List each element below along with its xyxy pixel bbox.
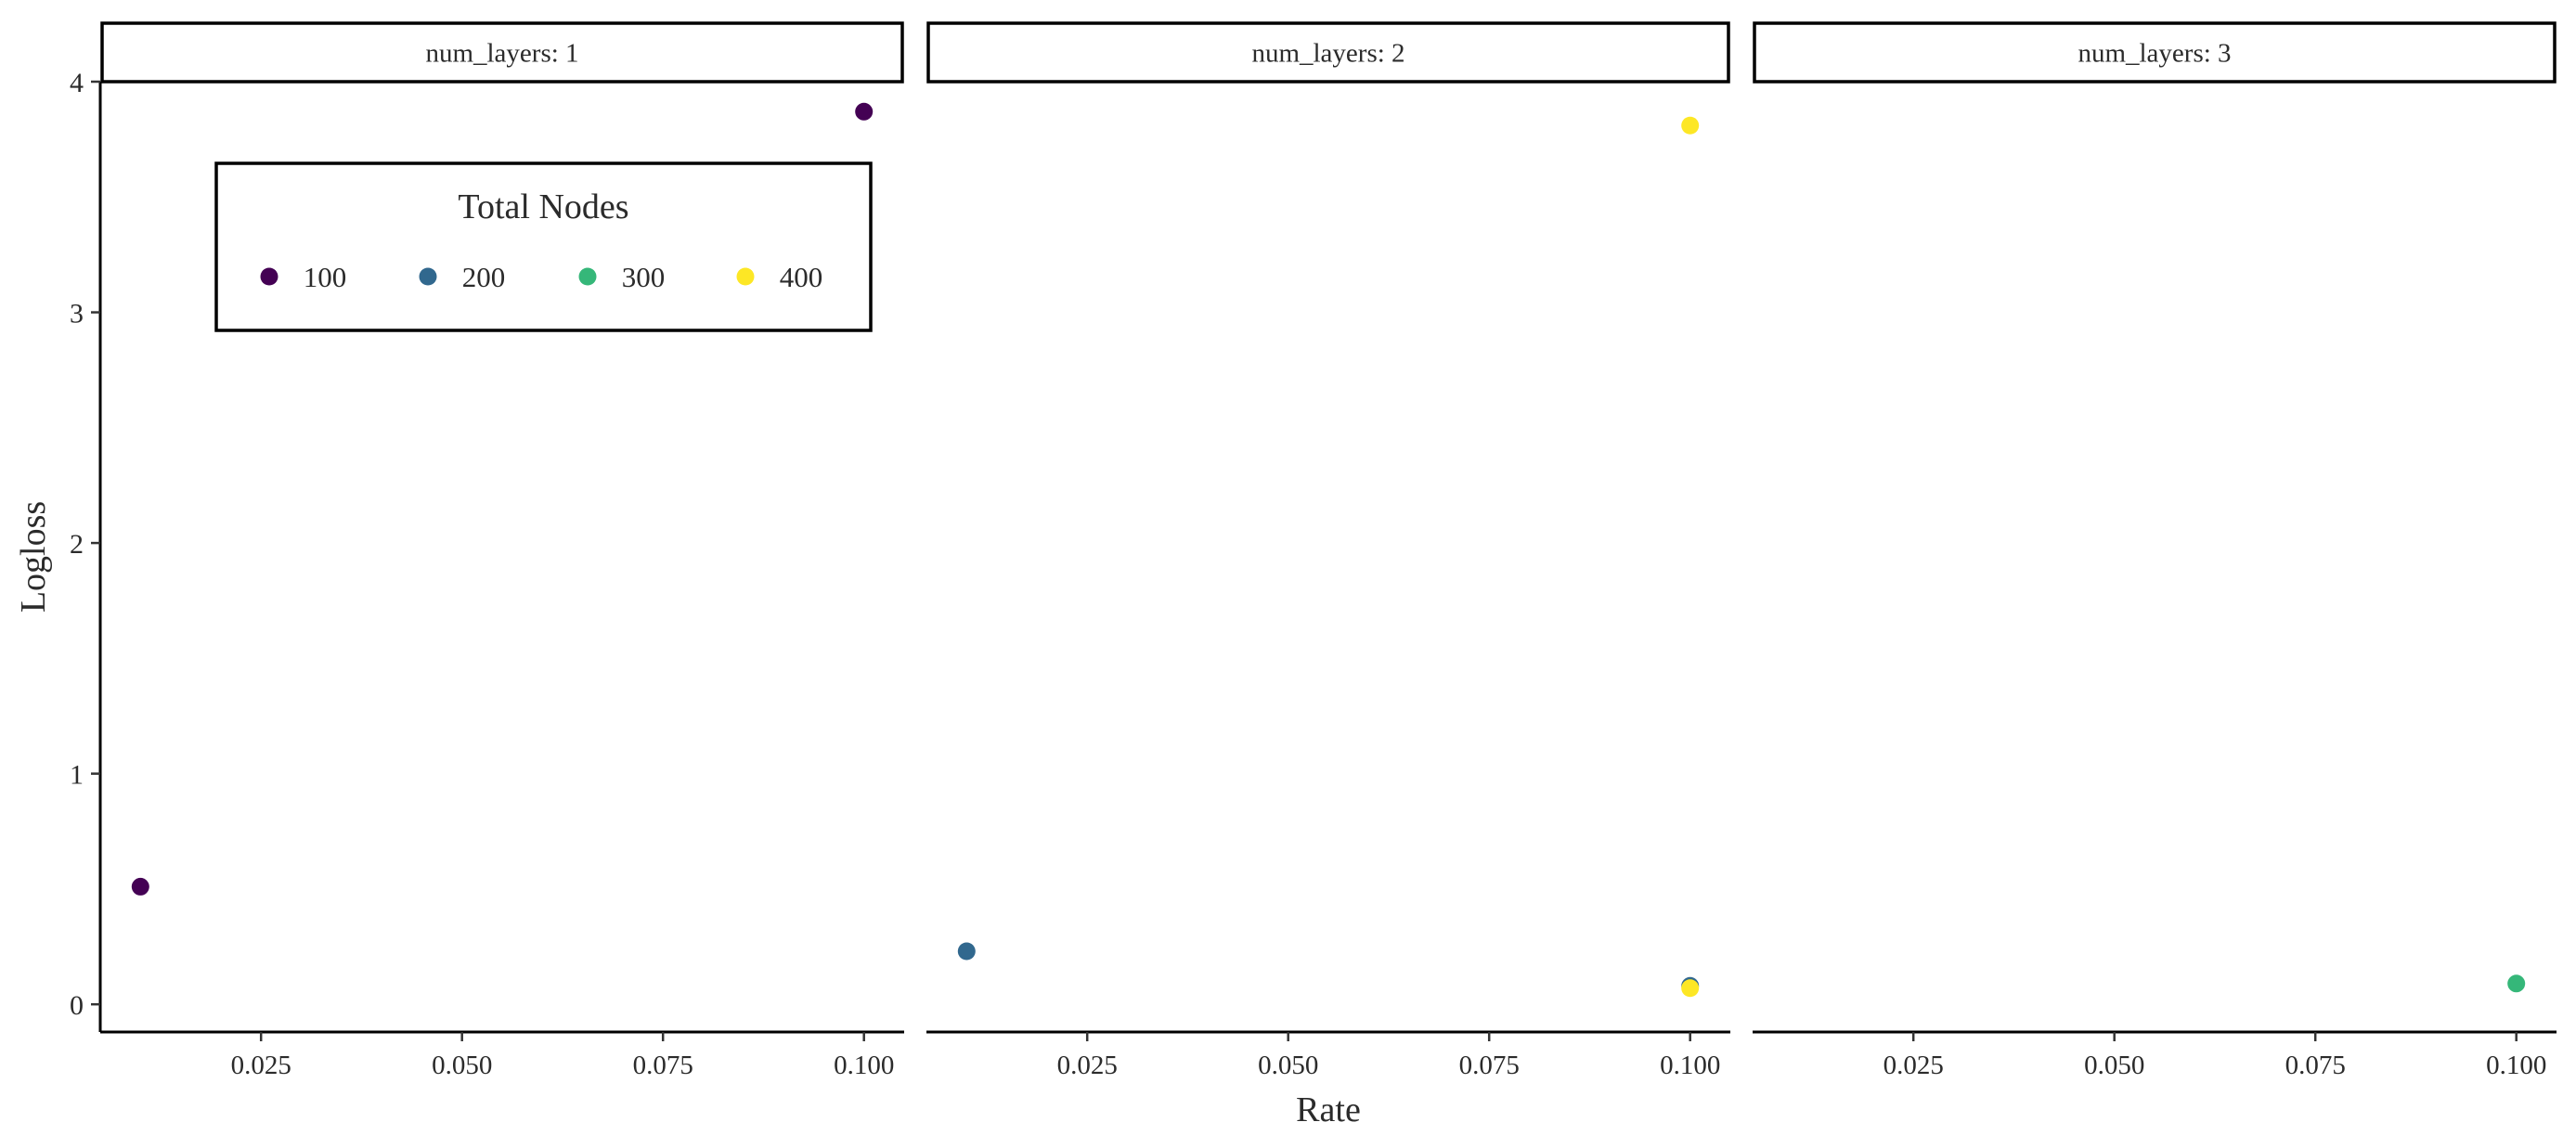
legend-label: 200 <box>462 261 506 293</box>
legend-title: Total Nodes <box>458 187 628 226</box>
facet-strip-label: num_layers: 3 <box>2078 39 2231 69</box>
x-tick-label: 0.075 <box>2285 1051 2346 1080</box>
x-tick-label: 0.025 <box>1883 1051 1944 1080</box>
y-tick-label: 1 <box>70 760 84 791</box>
data-point <box>1681 979 1700 998</box>
x-tick-label: 0.050 <box>2084 1051 2144 1080</box>
y-tick-label: 3 <box>70 299 84 329</box>
legend-box <box>214 161 873 332</box>
legend-label: 400 <box>780 261 823 293</box>
legend-key <box>578 267 597 286</box>
data-point <box>957 942 976 961</box>
x-tick-label: 0.100 <box>834 1051 894 1080</box>
y-tick-label: 2 <box>70 529 84 560</box>
y-tick-label: 0 <box>70 990 84 1021</box>
facet-strip <box>100 21 904 84</box>
data-point <box>855 102 874 121</box>
x-tick-label: 0.100 <box>1660 1051 1720 1080</box>
x-tick-label: 0.025 <box>231 1051 291 1080</box>
data-point <box>1681 116 1700 135</box>
data-point <box>2507 974 2526 993</box>
facet-strip <box>1753 21 2557 84</box>
x-tick-label: 0.050 <box>1258 1051 1318 1080</box>
facet-strip-label: num_layers: 1 <box>425 39 578 69</box>
facet-strip <box>926 21 1730 84</box>
x-axis-title: Rate <box>1296 1090 1361 1129</box>
facet-strip-label: num_layers: 2 <box>1251 39 1405 69</box>
legend-label: 100 <box>304 261 347 293</box>
x-tick-label: 0.025 <box>1057 1051 1118 1080</box>
x-tick-label: 0.075 <box>633 1051 693 1080</box>
legend-key <box>260 267 278 286</box>
legend-key <box>419 267 437 286</box>
x-tick-label: 0.100 <box>2486 1051 2546 1080</box>
x-tick-label: 0.075 <box>1459 1051 1520 1080</box>
y-tick-label: 4 <box>70 68 84 98</box>
legend-label: 300 <box>622 261 666 293</box>
data-point <box>131 877 149 896</box>
x-tick-label: 0.050 <box>432 1051 492 1080</box>
legend-key <box>736 267 755 286</box>
y-axis-title: Logloss <box>14 501 53 613</box>
